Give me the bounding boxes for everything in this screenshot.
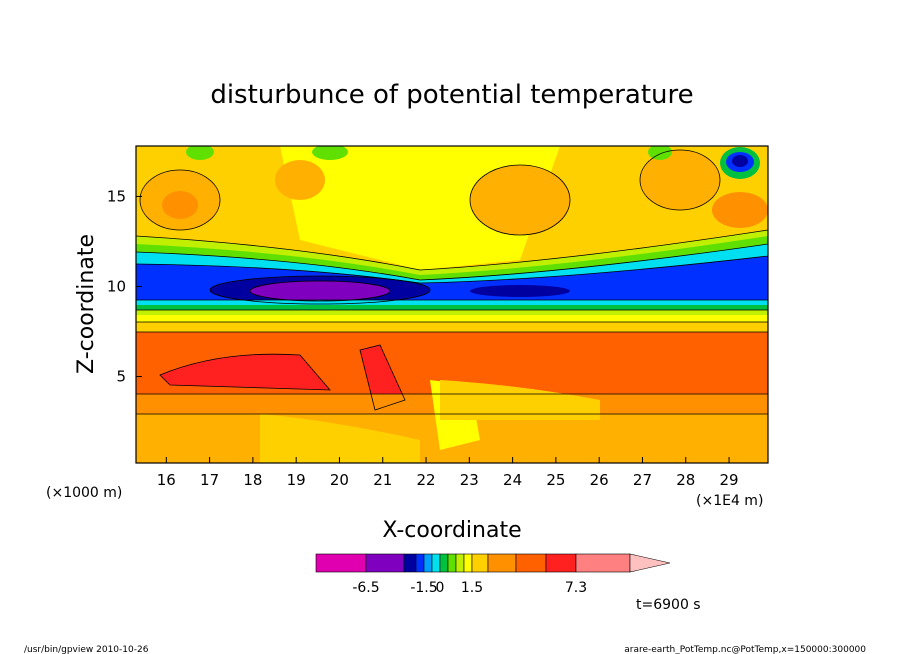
plot-frame	[135, 145, 769, 464]
x-tick-label: 19	[287, 471, 306, 489]
colorbar-swatch	[447, 553, 457, 573]
time-label: t=6900 s	[636, 597, 701, 613]
x-axis: 16 17 18 19 20 21 22 23 24 25 26 27 28 29	[157, 457, 739, 489]
y-tick-label: 5	[116, 368, 126, 386]
y-tick-label: 10	[107, 277, 126, 295]
colorbar-labels: -6.5 -1.50 1.5 7.3	[352, 580, 587, 596]
x-tick-label: 18	[243, 471, 262, 489]
x-tick-label: 28	[676, 471, 695, 489]
x-tick-label: 25	[546, 471, 565, 489]
x-tick-label: 16	[157, 471, 176, 489]
colorbar-swatch	[575, 553, 631, 573]
y-tick-label: 15	[107, 187, 126, 205]
colorbar-swatch	[415, 553, 425, 573]
colorbar-swatch	[515, 553, 547, 573]
x-tick-label: 26	[590, 471, 609, 489]
colorbar-arrow	[629, 553, 671, 573]
colorbar-swatch	[439, 553, 449, 573]
colorbar	[315, 553, 671, 573]
footer-right: arare-earth_PotTemp.nc@PotTemp,x=150000:…	[624, 645, 866, 654]
colorbar-label: 1.5	[461, 580, 483, 596]
y-axis: 5 10 15	[107, 187, 142, 386]
y-axis-label: Z-coordinate	[74, 234, 99, 374]
x-unit-right: (×1E4 m)	[696, 493, 763, 509]
chart-title: disturbunce of potential temperature	[210, 80, 693, 110]
colorbar-swatch	[455, 553, 465, 573]
x-tick-label: 22	[416, 471, 435, 489]
x-tick-label: 23	[460, 471, 479, 489]
colorbar-swatch	[365, 553, 405, 573]
plot-area	[136, 146, 768, 463]
colorbar-swatch	[403, 553, 417, 573]
x-tick-label: 20	[330, 471, 349, 489]
colorbar-swatch	[471, 553, 489, 573]
x-tick-label: 29	[719, 471, 738, 489]
colorbar-swatch	[315, 553, 367, 573]
colorbar-swatch	[423, 553, 433, 573]
colorbar-swatch	[431, 553, 441, 573]
x-tick-label: 27	[633, 471, 652, 489]
colorbar-label: 0	[436, 580, 445, 596]
x-axis-label: X-coordinate	[382, 518, 521, 543]
colorbar-label: -6.5	[352, 580, 379, 596]
x-tick-label: 21	[373, 471, 392, 489]
colorbar-label: 7.3	[565, 580, 587, 596]
x-tick-label: 17	[200, 471, 219, 489]
x-tick-label: 24	[503, 471, 522, 489]
colorbar-swatch	[487, 553, 517, 573]
footer-left: /usr/bin/gpview 2010-10-26	[24, 645, 149, 654]
x-unit-left: (×1000 m)	[46, 485, 122, 501]
colorbar-swatch	[463, 553, 473, 573]
colorbar-label: -1.5	[410, 580, 437, 596]
colorbar-swatch	[545, 553, 577, 573]
